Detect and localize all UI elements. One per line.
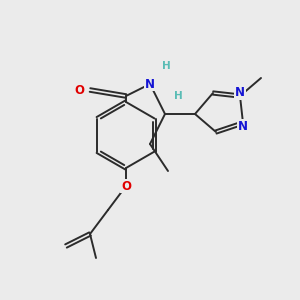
Text: N: N bbox=[145, 77, 155, 91]
Text: O: O bbox=[121, 179, 131, 193]
Text: H: H bbox=[162, 61, 171, 71]
Text: N: N bbox=[235, 86, 245, 100]
Text: O: O bbox=[74, 83, 84, 97]
Text: H: H bbox=[174, 91, 183, 101]
Text: N: N bbox=[238, 119, 248, 133]
